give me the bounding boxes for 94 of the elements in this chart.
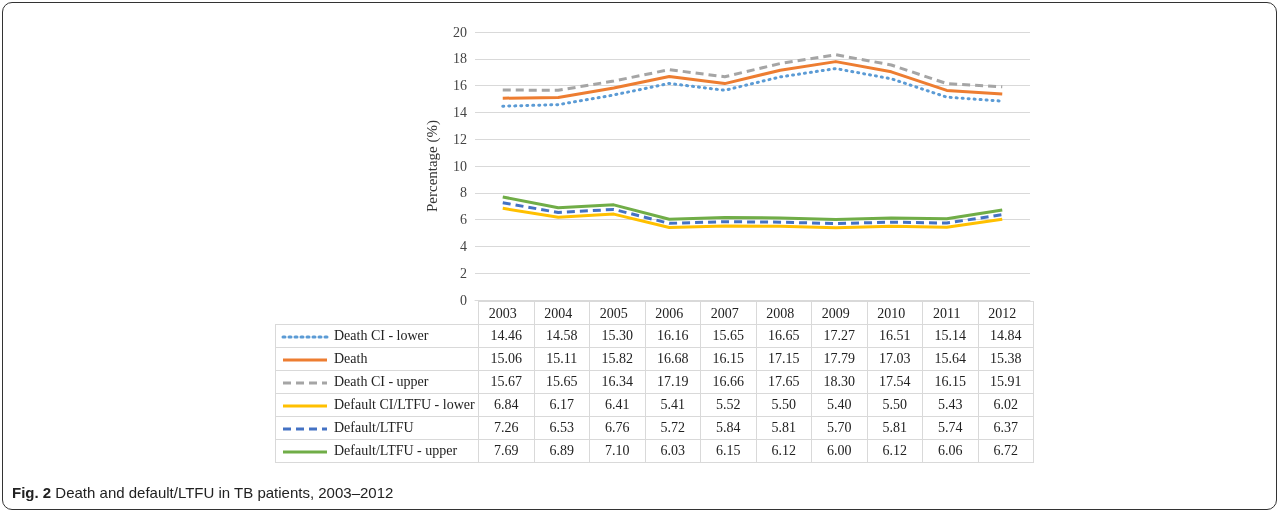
data-label: 16.15 [700,347,756,371]
data-label: 17.15 [756,347,812,371]
data-label: 18.30 [811,370,867,394]
data-label: 6.12 [756,439,812,463]
x-tick-label: 2005 [599,305,628,321]
x-tick-label: 2010 [877,305,906,321]
data-label: 5.41 [645,393,701,417]
data-label: 15.06 [478,347,534,371]
x-tick-label: 2006 [655,305,684,321]
data-label: 15.64 [922,347,978,371]
line-series [501,53,1004,92]
data-label: 5.81 [756,416,812,440]
data-label: 15.65 [700,324,756,348]
data-label: 5.43 [922,393,978,417]
data-label: 17.27 [811,324,867,348]
data-label: 15.38 [978,347,1034,371]
data-label: 5.40 [811,393,867,417]
y-tick-label: 18 [453,51,467,67]
data-label: 6.17 [534,393,590,417]
caption: Fig. 2 Death and default/LTFU in TB patients, 2003–2012 [12,484,394,501]
data-label: 6.37 [978,416,1034,440]
data-label: 6.12 [867,439,923,463]
data-label: 6.15 [700,439,756,463]
data-label: 17.79 [811,347,867,371]
x-tick-label: 2003 [488,305,517,321]
data-label: 5.50 [756,393,812,417]
data-label: 7.26 [478,416,534,440]
data-label: 5.70 [811,416,867,440]
data-label: 16.34 [589,370,645,394]
line-series [501,201,1004,226]
y-tick-label: 10 [453,158,467,174]
data-label: 15.14 [922,324,978,348]
data-label: 15.11 [534,347,590,371]
data-label: 6.41 [589,393,645,417]
data-label: 16.51 [867,324,923,348]
y-tick-label: 12 [453,131,467,147]
x-tick-label: 2009 [821,305,850,321]
y-tick-label: 0 [460,292,467,308]
x-tick-label: 2008 [766,305,795,321]
data-label: 6.72 [978,439,1034,463]
data-label: 16.68 [645,347,701,371]
y-tick-label: 20 [453,24,467,40]
data-label: 14.58 [534,324,590,348]
data-label: 7.10 [589,439,645,463]
data-label: 6.53 [534,416,590,440]
x-tick-label: 2007 [710,305,739,321]
data-label: 16.16 [645,324,701,348]
legend-label: Default/LTFU [275,416,479,440]
legend-label: Death CI - upper [275,370,479,394]
legend-label: Death CI - lower [275,324,479,348]
x-tick-label: 2004 [544,305,573,321]
data-label: 6.84 [478,393,534,417]
line-series [501,195,1004,222]
data-label: 5.52 [700,393,756,417]
data-label: 16.15 [922,370,978,394]
data-label: 5.74 [922,416,978,440]
x-tick-label: 2012 [988,305,1017,321]
data-label: 5.84 [700,416,756,440]
data-label: 14.84 [978,324,1034,348]
data-label: 17.54 [867,370,923,394]
y-tick-label: 14 [453,104,467,120]
data-label: 15.30 [589,324,645,348]
legend-label: Death [275,347,479,371]
data-label: 15.91 [978,370,1034,394]
line-series [501,60,1004,100]
data-label: 6.00 [811,439,867,463]
data-label: 17.03 [867,347,923,371]
data-label: 5.72 [645,416,701,440]
data-label: 15.67 [478,370,534,394]
data-label: 17.65 [756,370,812,394]
data-label: 6.03 [645,439,701,463]
legend-label: Default/LTFU - upper [275,439,479,463]
line-series [501,206,1004,230]
data-label: 6.76 [589,416,645,440]
data-label: 17.19 [645,370,701,394]
y-tick-label: 4 [460,238,467,254]
data-label: 7.69 [478,439,534,463]
data-label: 15.65 [534,370,590,394]
data-label: 5.50 [867,393,923,417]
data-label: 6.06 [922,439,978,463]
data-label: 6.89 [534,439,590,463]
data-label: 16.66 [700,370,756,394]
data-label: 16.65 [756,324,812,348]
y-tick-label: 16 [453,78,467,94]
data-label: 14.46 [478,324,534,348]
y-tick-label: 2 [460,265,467,281]
data-label: 15.82 [589,347,645,371]
data-label: 5.81 [867,416,923,440]
data-label: 6.02 [978,393,1034,417]
x-tick-label: 2011 [933,305,961,321]
y-tick-label: 6 [460,212,467,228]
legend-label: Default CI/LTFU - lower [275,393,479,417]
y-tick-label: 8 [460,185,467,201]
y-axis-title: Percentage (%) [423,119,441,213]
